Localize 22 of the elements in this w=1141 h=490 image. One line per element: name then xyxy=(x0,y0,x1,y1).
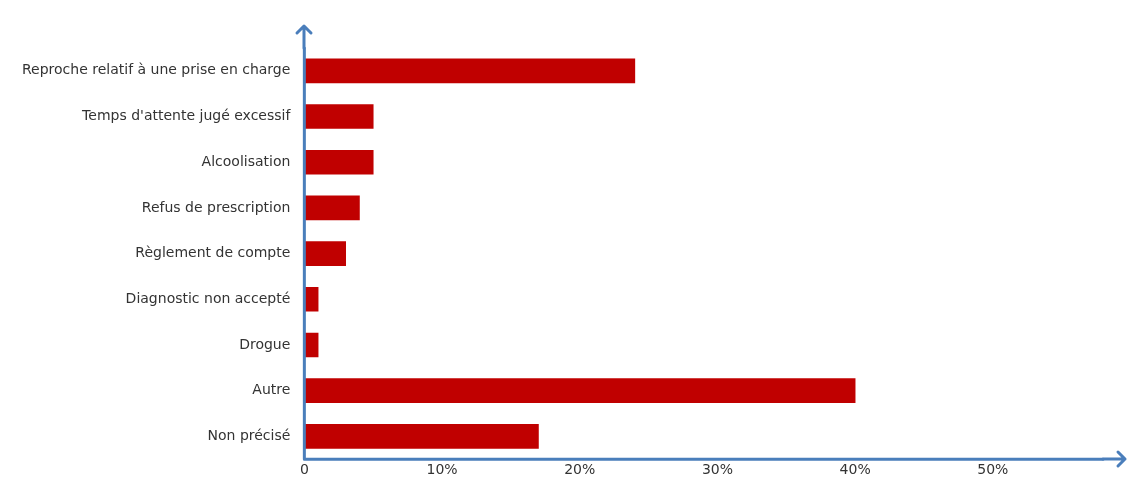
y-tick-label: Non précisé xyxy=(207,427,291,443)
y-tick-label: Règlement de compte xyxy=(135,244,291,261)
y-tick-label: Reproche relatif à une prise en charge xyxy=(22,61,291,78)
x-tick-label: 20% xyxy=(564,461,596,478)
y-tick-label: Temps d'attente jugé excessif xyxy=(81,107,292,124)
y-tick-label: Drogue xyxy=(239,335,291,352)
x-tick-label: 40% xyxy=(839,461,871,478)
x-tick-label: 0 xyxy=(299,461,309,478)
bar xyxy=(304,58,636,84)
bar xyxy=(304,149,374,175)
y-tick-label: Alcoolisation xyxy=(201,152,291,169)
bar xyxy=(304,104,374,129)
y-tick-label: Refus de prescription xyxy=(141,198,291,215)
bar xyxy=(304,378,856,403)
bar xyxy=(304,424,539,449)
x-tick-label: 10% xyxy=(426,461,458,478)
x-tick-label: 30% xyxy=(701,461,734,478)
bar xyxy=(304,241,346,266)
y-tick-label: Autre xyxy=(252,381,291,398)
bar xyxy=(304,195,360,221)
y-tick-label: Diagnostic non accepté xyxy=(125,289,291,306)
x-tick-label: 50% xyxy=(977,461,1009,478)
